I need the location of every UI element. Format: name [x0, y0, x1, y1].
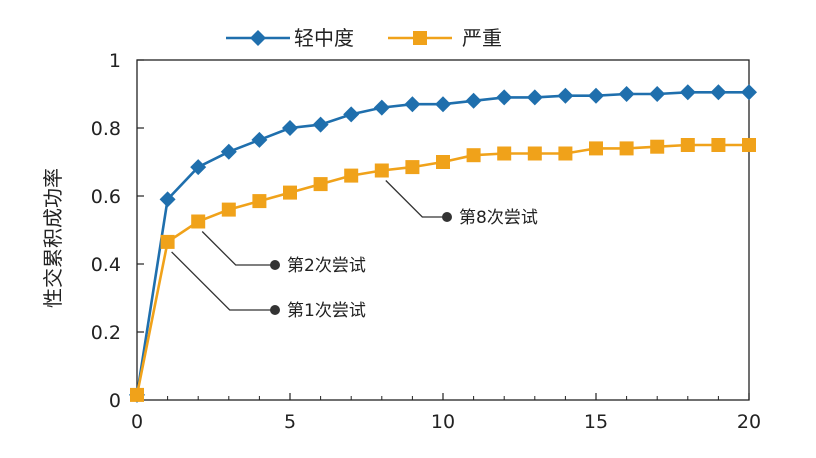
x-tick-label: 20 [737, 411, 761, 433]
data-point [710, 84, 727, 101]
series-layer [129, 84, 757, 403]
data-point [496, 89, 513, 106]
x-tick-label: 15 [584, 411, 608, 433]
series-2 [130, 138, 756, 402]
data-point [130, 387, 144, 402]
legend-item-1: 轻中度 [226, 26, 354, 50]
series-line [135, 91, 749, 396]
x-tick-label: 5 [284, 411, 296, 433]
data-point [742, 138, 756, 152]
data-point [282, 120, 298, 136]
legend-item-2: 严重 [388, 26, 502, 50]
data-point [373, 99, 390, 116]
data-point [221, 202, 236, 217]
axes: 0 5 10 15 20 0 0.2 0.4 0.6 0.8 1 性交累积成功率 [41, 50, 761, 433]
series-line [135, 143, 749, 396]
y-tick-label: 1 [109, 50, 121, 72]
data-point [618, 86, 635, 102]
series-1 [129, 84, 757, 403]
y-tick-label: 0.8 [91, 118, 121, 140]
data-point [220, 143, 237, 160]
data-point [650, 139, 665, 154]
legend-swatch-marker [413, 31, 427, 45]
y-tick-label: 0 [109, 390, 121, 412]
data-point [558, 146, 573, 161]
data-point [159, 191, 176, 208]
data-point [190, 159, 207, 176]
data-point [191, 214, 206, 229]
annotation-3: 第1次尝试 [171, 251, 366, 321]
data-point [313, 177, 328, 192]
annotation-leader [201, 231, 275, 266]
data-point [465, 92, 482, 109]
legend-swatch-marker [250, 30, 266, 46]
data-point [588, 87, 604, 104]
data-point [680, 138, 695, 152]
data-point [405, 160, 420, 175]
data-point [404, 96, 421, 113]
data-point [711, 138, 726, 152]
annotation-dot [270, 260, 280, 270]
annotation-label: 第1次尝试 [287, 301, 366, 321]
data-point [343, 106, 360, 123]
data-point [374, 163, 389, 178]
data-point [679, 84, 696, 101]
legend-label: 轻中度 [294, 26, 354, 50]
x-tick-label: 0 [131, 411, 143, 433]
y-axis-label: 性交累积成功率 [41, 168, 65, 308]
data-point [526, 89, 543, 106]
annotation-label: 第2次尝试 [287, 256, 366, 276]
y-tick-label: 0.2 [91, 322, 121, 344]
y-tick-label: 0.4 [91, 254, 121, 276]
annotation-2: 第2次尝试 [201, 231, 366, 276]
data-point [344, 168, 359, 183]
annotation-dot [270, 305, 280, 315]
data-point [160, 234, 175, 249]
data-point [283, 185, 297, 200]
data-point [741, 84, 757, 101]
annotation-leader [171, 251, 275, 311]
data-point [466, 148, 481, 163]
data-point [589, 141, 603, 156]
data-point [619, 141, 634, 156]
legend: 轻中度 严重 [226, 26, 502, 50]
data-point [497, 146, 512, 161]
data-point [312, 116, 329, 133]
legend-label: 严重 [462, 26, 502, 50]
data-point [649, 86, 666, 102]
y-tick-label: 0.6 [91, 186, 121, 208]
data-point [527, 146, 542, 161]
data-point [436, 155, 450, 169]
data-point [557, 87, 574, 104]
data-point [251, 131, 268, 148]
data-point [252, 194, 267, 209]
annotation-dot [442, 212, 452, 222]
annotation-label: 第8次尝试 [459, 208, 538, 228]
x-tick-label: 10 [431, 411, 455, 433]
annotation-1: 第8次尝试 [385, 180, 538, 228]
annotation-leader [385, 180, 447, 218]
data-point [435, 96, 451, 113]
